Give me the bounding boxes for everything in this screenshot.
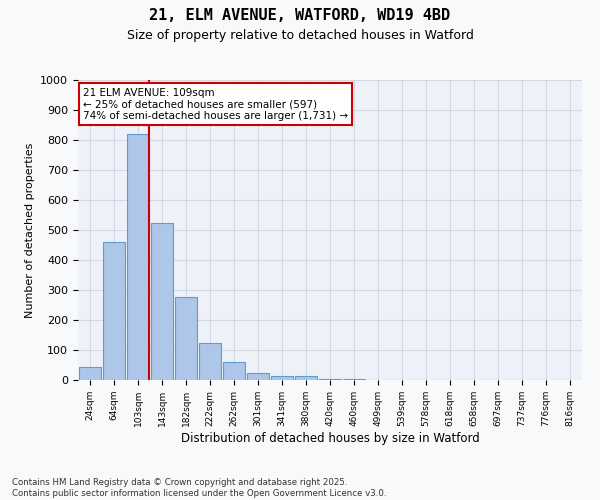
Bar (151, 222, 173, 380)
Bar (295, 376, 317, 380)
Bar (127, 134, 149, 380)
Bar (79, 366, 101, 380)
Text: Contains HM Land Registry data © Crown copyright and database right 2025.
Contai: Contains HM Land Registry data © Crown c… (12, 478, 386, 498)
Bar (103, 242, 125, 380)
X-axis label: Distribution of detached houses by size in Watford: Distribution of detached houses by size … (181, 432, 479, 444)
Bar (319, 378, 341, 380)
Bar (271, 376, 293, 380)
Bar (199, 342, 221, 380)
Text: 21, ELM AVENUE, WATFORD, WD19 4BD: 21, ELM AVENUE, WATFORD, WD19 4BD (149, 8, 451, 22)
Bar (247, 374, 269, 380)
Text: 21 ELM AVENUE: 109sqm
← 25% of detached houses are smaller (597)
74% of semi-det: 21 ELM AVENUE: 109sqm ← 25% of detached … (83, 88, 348, 120)
Bar (175, 296, 197, 380)
Y-axis label: Number of detached properties: Number of detached properties (25, 142, 35, 318)
Text: Size of property relative to detached houses in Watford: Size of property relative to detached ho… (127, 30, 473, 43)
Bar (223, 362, 245, 380)
